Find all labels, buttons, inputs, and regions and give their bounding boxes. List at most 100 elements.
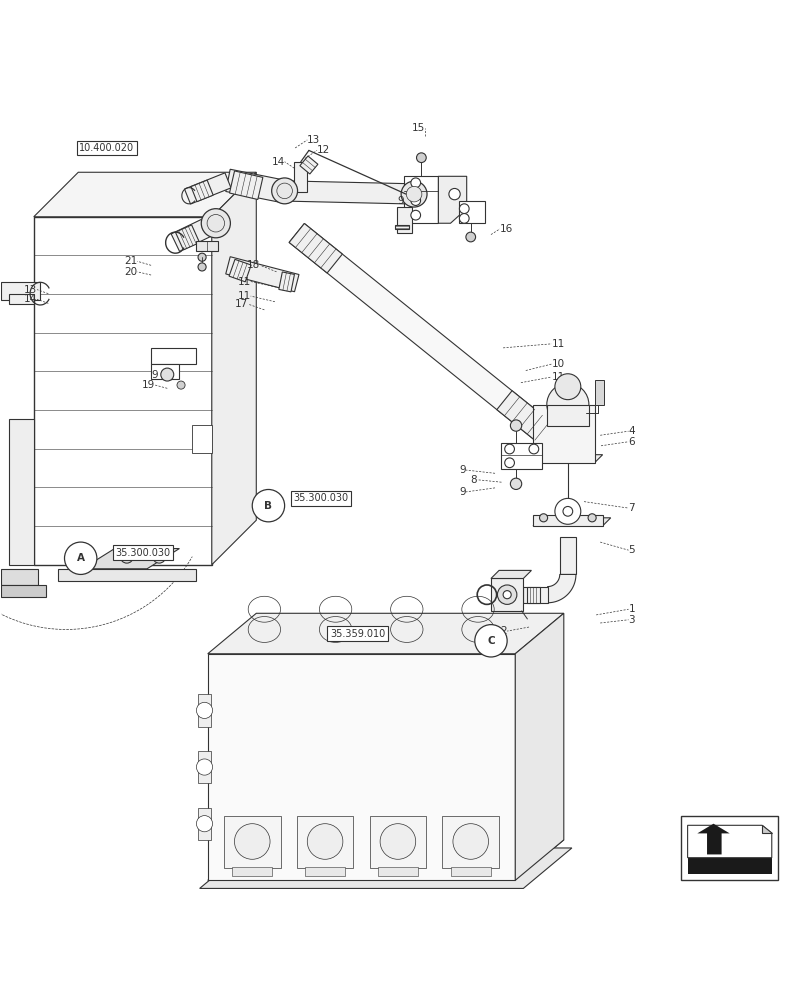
Polygon shape <box>289 224 342 273</box>
Circle shape <box>410 210 420 220</box>
Circle shape <box>554 498 580 524</box>
Bar <box>450 867 491 876</box>
Bar <box>377 867 418 876</box>
Circle shape <box>448 188 460 200</box>
Circle shape <box>198 263 206 271</box>
Circle shape <box>277 183 292 199</box>
Bar <box>594 380 603 405</box>
Text: 35.359.010: 35.359.010 <box>329 629 384 639</box>
Circle shape <box>459 214 469 223</box>
Text: 14: 14 <box>24 294 37 304</box>
Polygon shape <box>171 214 220 251</box>
Circle shape <box>201 209 230 238</box>
Circle shape <box>416 153 426 163</box>
Circle shape <box>562 506 572 516</box>
Circle shape <box>234 824 270 859</box>
Text: 10: 10 <box>551 359 564 369</box>
Text: 11: 11 <box>237 291 251 301</box>
Polygon shape <box>2 585 46 597</box>
Polygon shape <box>225 169 282 202</box>
Circle shape <box>466 232 475 242</box>
Polygon shape <box>212 172 256 565</box>
Polygon shape <box>34 172 256 217</box>
Circle shape <box>474 625 507 657</box>
Circle shape <box>459 204 469 214</box>
Polygon shape <box>515 613 563 880</box>
Polygon shape <box>2 282 41 300</box>
Polygon shape <box>58 569 195 581</box>
Text: A: A <box>76 553 84 563</box>
Polygon shape <box>491 570 530 578</box>
Text: 21: 21 <box>124 256 137 266</box>
Circle shape <box>504 444 514 454</box>
Bar <box>491 578 523 611</box>
Bar <box>501 443 541 469</box>
Polygon shape <box>559 537 575 574</box>
Circle shape <box>410 178 420 188</box>
Circle shape <box>410 196 420 205</box>
Polygon shape <box>82 549 179 569</box>
Polygon shape <box>397 207 411 233</box>
Polygon shape <box>687 858 770 874</box>
Text: 11: 11 <box>237 277 251 287</box>
Circle shape <box>587 514 595 522</box>
Circle shape <box>503 591 511 599</box>
Bar <box>532 405 594 463</box>
Polygon shape <box>208 613 563 654</box>
Circle shape <box>510 478 521 489</box>
Bar <box>232 867 272 876</box>
Text: 17: 17 <box>234 299 248 309</box>
Polygon shape <box>2 569 38 585</box>
Text: 20: 20 <box>124 267 137 277</box>
Text: 10.400.020: 10.400.020 <box>79 143 134 153</box>
Circle shape <box>380 824 415 859</box>
Polygon shape <box>191 180 213 202</box>
Polygon shape <box>230 171 263 199</box>
Circle shape <box>198 253 206 261</box>
Bar <box>680 816 777 880</box>
Circle shape <box>196 702 212 718</box>
Circle shape <box>453 824 488 859</box>
Circle shape <box>554 374 580 400</box>
Polygon shape <box>697 824 729 854</box>
Polygon shape <box>10 419 34 565</box>
Polygon shape <box>532 455 602 463</box>
Polygon shape <box>404 176 438 223</box>
Circle shape <box>64 542 97 574</box>
Circle shape <box>207 215 225 232</box>
Polygon shape <box>438 176 466 223</box>
Text: 12: 12 <box>316 145 330 155</box>
Circle shape <box>252 489 285 522</box>
Text: 13: 13 <box>307 135 320 145</box>
Polygon shape <box>294 162 307 192</box>
Polygon shape <box>496 391 557 446</box>
Text: 35.300.030: 35.300.030 <box>115 548 170 558</box>
Circle shape <box>401 181 427 207</box>
Polygon shape <box>208 840 563 880</box>
Circle shape <box>152 550 165 563</box>
Bar <box>304 867 345 876</box>
Polygon shape <box>175 225 200 250</box>
Circle shape <box>528 444 538 454</box>
Text: 35.300.030: 35.300.030 <box>293 493 348 503</box>
Text: 11: 11 <box>551 372 564 382</box>
Text: C: C <box>487 636 494 646</box>
Bar <box>198 808 211 840</box>
Text: 9: 9 <box>459 465 466 475</box>
Polygon shape <box>523 587 547 603</box>
Polygon shape <box>526 587 539 603</box>
Text: 9: 9 <box>397 196 404 206</box>
Polygon shape <box>547 574 575 603</box>
Bar <box>198 751 211 783</box>
Bar <box>369 816 426 868</box>
Text: 6: 6 <box>628 437 634 447</box>
Circle shape <box>120 550 133 563</box>
Polygon shape <box>229 259 251 282</box>
Polygon shape <box>280 181 422 204</box>
Text: 4: 4 <box>628 426 634 436</box>
Text: 16: 16 <box>500 224 513 234</box>
Circle shape <box>546 383 588 426</box>
Polygon shape <box>687 825 770 858</box>
Circle shape <box>510 420 521 431</box>
Polygon shape <box>299 156 318 174</box>
